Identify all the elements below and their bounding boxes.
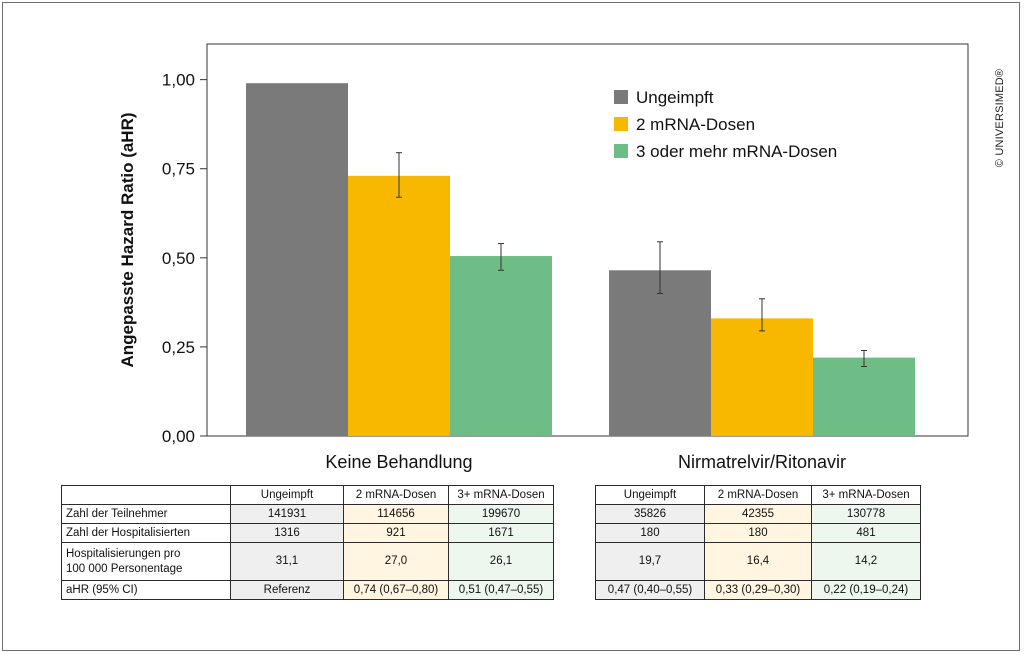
bar-chart: 0,00 0,25 0,50 0,75 1,00 Angepasste Hazard Ra… bbox=[118, 43, 969, 472]
table-header-cell bbox=[61, 485, 231, 505]
row-label-line: Hospitalisierungen pro bbox=[66, 547, 181, 560]
table-row: Hospitalisierungen pro 100 000 Personenta… bbox=[61, 542, 554, 581]
x-category-label: Nirmatrelvir/Ritonavir bbox=[678, 452, 846, 472]
table-cell: 114656 bbox=[343, 504, 449, 524]
table-cell: 31,1 bbox=[230, 542, 344, 581]
bar bbox=[450, 256, 552, 436]
bar bbox=[609, 270, 711, 436]
table-cell: 35826 bbox=[595, 504, 705, 524]
row-label: aHR (95% CI) bbox=[61, 580, 231, 600]
table-cell: Referenz bbox=[230, 580, 344, 600]
table-cell: 1316 bbox=[230, 523, 344, 543]
table-cell: 0,22 (0,19–0,24) bbox=[811, 580, 921, 600]
legend-label: Ungeimpft bbox=[636, 88, 714, 107]
table-header-row: Ungeimpft 2 mRNA-Dosen 3+ mRNA-Dosen bbox=[595, 485, 921, 505]
table-row: 180 180 481 bbox=[595, 523, 921, 543]
table-row: 0,47 (0,40–0,55) 0,33 (0,29–0,30) 0,22 (… bbox=[595, 580, 921, 600]
legend-swatch bbox=[614, 90, 628, 104]
table-row: 35826 42355 130778 bbox=[595, 504, 921, 524]
y-tick-label: 0,25 bbox=[162, 338, 195, 357]
table-row: aHR (95% CI) Referenz 0,74 (0,67–0,80) 0… bbox=[61, 580, 554, 600]
y-tick-label: 0,75 bbox=[162, 160, 195, 179]
legend-swatch bbox=[614, 144, 628, 158]
table-cell: 141931 bbox=[230, 504, 344, 524]
table-header-row: Ungeimpft 2 mRNA-Dosen 3+ mRNA-Dosen bbox=[61, 485, 554, 505]
table-row: Zahl der Teilnehmer 141931 114656 199670 bbox=[61, 504, 554, 524]
data-table-keine-behandlung: Ungeimpft 2 mRNA-Dosen 3+ mRNA-Dosen Zah… bbox=[61, 485, 554, 600]
table-header-cell: Ungeimpft bbox=[230, 485, 344, 505]
x-category-label: Keine Behandlung bbox=[325, 452, 472, 472]
table-cell: 26,1 bbox=[448, 542, 554, 581]
legend-label: 3 oder mehr mRNA-Dosen bbox=[636, 142, 837, 161]
table-cell: 180 bbox=[595, 523, 705, 543]
table-cell: 130778 bbox=[811, 504, 921, 524]
y-tick-label: 1,00 bbox=[162, 71, 195, 90]
table-cell: 180 bbox=[704, 523, 812, 543]
table-header-cell: 2 mRNA-Dosen bbox=[704, 485, 812, 505]
table-cell: 481 bbox=[811, 523, 921, 543]
table-row: Zahl der Hospitalisierten 1316 921 1671 bbox=[61, 523, 554, 543]
plot-area bbox=[206, 43, 969, 437]
table-header-cell: 3+ mRNA-Dosen bbox=[811, 485, 921, 505]
bar bbox=[246, 83, 348, 436]
legend-swatch bbox=[614, 117, 628, 131]
table-cell: 16,4 bbox=[704, 542, 812, 581]
table-row: 19,7 16,4 14,2 bbox=[595, 542, 921, 581]
table-cell: 14,2 bbox=[811, 542, 921, 581]
data-table-nirmatrelvir: Ungeimpft 2 mRNA-Dosen 3+ mRNA-Dosen 358… bbox=[595, 485, 921, 600]
table-cell: 19,7 bbox=[595, 542, 705, 581]
table-cell: 42355 bbox=[704, 504, 812, 524]
table-cell: 199670 bbox=[448, 504, 554, 524]
row-label: Hospitalisierungen pro 100 000 Personenta… bbox=[61, 542, 231, 581]
table-cell: 0,33 (0,29–0,30) bbox=[704, 580, 812, 600]
table-header-cell: Ungeimpft bbox=[595, 485, 705, 505]
bar bbox=[711, 318, 813, 436]
row-label: Zahl der Hospitalisierten bbox=[61, 523, 231, 543]
table-header-cell: 3+ mRNA-Dosen bbox=[448, 485, 554, 505]
row-label: Zahl der Teilnehmer bbox=[61, 504, 231, 524]
y-tick-label: 0,50 bbox=[162, 249, 195, 268]
table-cell: 27,0 bbox=[343, 542, 449, 581]
y-axis-label: Angepasste Hazard Ratio (aHR) bbox=[118, 112, 137, 367]
table-cell: 921 bbox=[343, 523, 449, 543]
table-cell: 0,47 (0,40–0,55) bbox=[595, 580, 705, 600]
table-cell: 0,74 (0,67–0,80) bbox=[343, 580, 449, 600]
bar bbox=[813, 357, 915, 436]
table-header-cell: 2 mRNA-Dosen bbox=[343, 485, 449, 505]
table-cell: 1671 bbox=[448, 523, 554, 543]
row-label-line: 100 000 Personentage bbox=[66, 562, 183, 575]
y-tick-label: 0,00 bbox=[162, 427, 195, 446]
legend-label: 2 mRNA-Dosen bbox=[636, 115, 755, 134]
bar bbox=[348, 175, 450, 436]
table-cell: 0,51 (0,47–0,55) bbox=[448, 580, 554, 600]
